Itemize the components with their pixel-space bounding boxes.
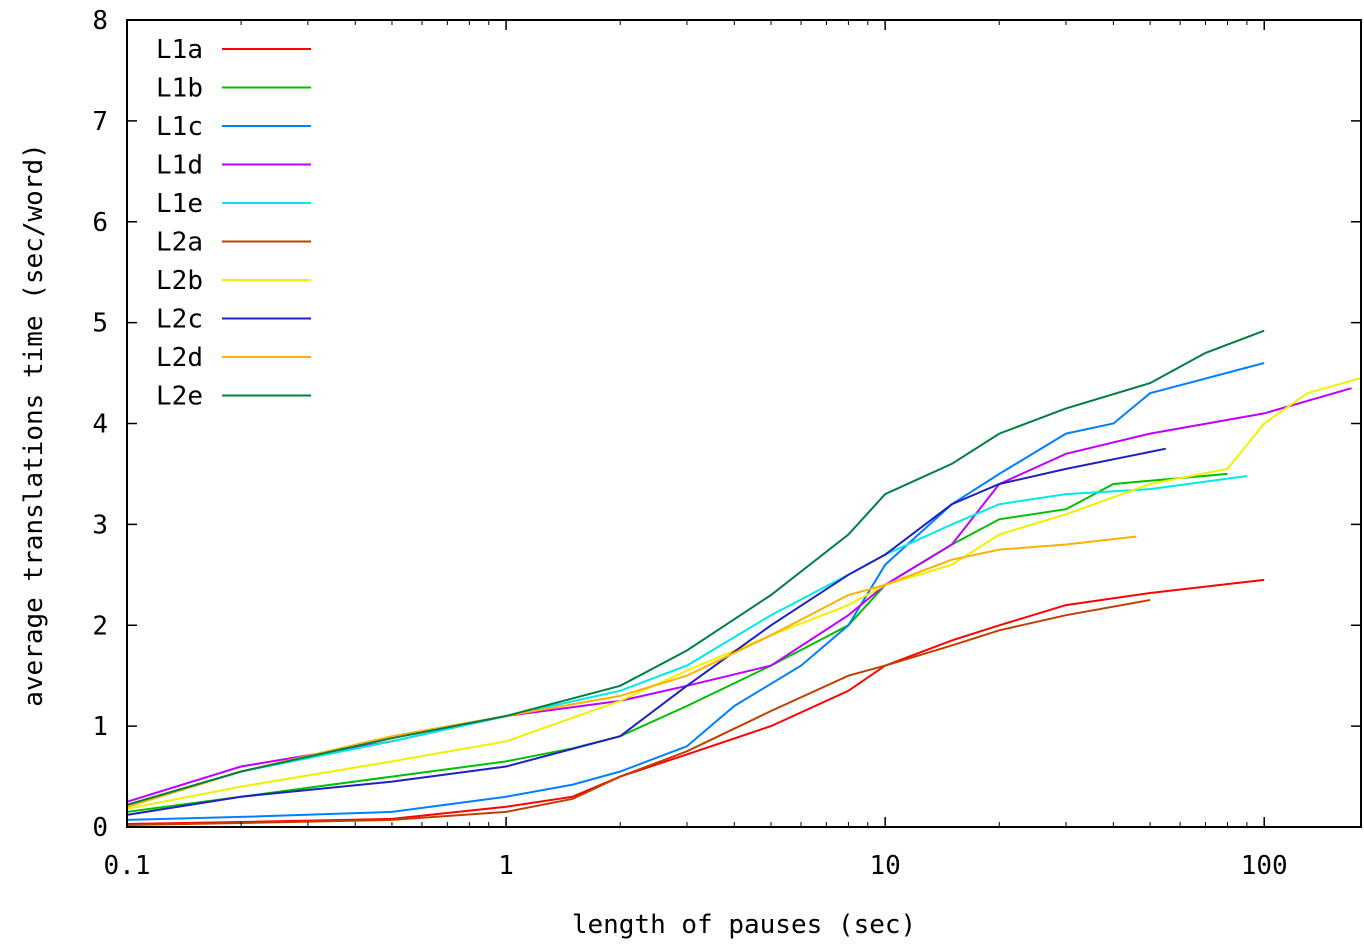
series-line-l1e <box>126 475 1248 808</box>
x-tick-label: 10 <box>869 851 900 881</box>
legend-item-l2b: L2b <box>156 266 311 296</box>
legend-label: L1d <box>156 151 203 181</box>
legend-label: L1a <box>156 35 203 65</box>
series-line-l1a <box>126 578 1265 825</box>
series-line-l1c <box>126 362 1265 821</box>
legend-item-l2d: L2d <box>156 343 311 373</box>
legend-label: L2d <box>156 343 203 373</box>
series-line-l2b <box>126 377 1362 810</box>
legend-label: L2e <box>156 382 203 412</box>
ticks-layer: 0.1 1 10 100 0 1 2 3 4 5 6 7 8 <box>92 6 1361 881</box>
legend-item-l1e: L1e <box>156 189 311 219</box>
y-tick-label: 4 <box>92 410 108 440</box>
legend-item-l1d: L1d <box>156 151 311 181</box>
y-tick-label: 1 <box>92 712 108 742</box>
series-layer <box>126 329 1362 826</box>
series-line-l2a <box>126 599 1151 826</box>
y-axis-label: average translations time (sec/word) <box>19 143 49 707</box>
plot-frame <box>126 19 1362 828</box>
series-line-l2e <box>126 329 1265 806</box>
x-tick-label: 1 <box>498 851 514 881</box>
x-axis-label: length of pauses (sec) <box>572 910 916 940</box>
legend: L1a L1b L1c L1d L1e L2a L2b L2c L2d L2e <box>156 35 311 412</box>
x-tick-label: 100 <box>1241 851 1288 881</box>
legend-item-l1a: L1a <box>156 35 311 65</box>
y-tick-label: 7 <box>92 107 108 137</box>
legend-label: L2a <box>156 228 203 258</box>
series-line-l2c <box>126 447 1166 816</box>
legend-item-l1b: L1b <box>156 74 311 104</box>
legend-item-l1c: L1c <box>156 112 311 142</box>
y-tick-label: 3 <box>92 510 108 540</box>
legend-label: L1c <box>156 112 203 142</box>
x-tick-label: 0.1 <box>104 851 151 881</box>
legend-item-l2c: L2c <box>156 305 311 335</box>
legend-label: L2b <box>156 266 203 296</box>
series-line-l2d <box>126 535 1137 808</box>
y-tick-label: 0 <box>92 813 108 843</box>
legend-item-l2a: L2a <box>156 228 311 258</box>
series-line-l1d <box>126 387 1352 803</box>
legend-item-l2e: L2e <box>156 382 311 412</box>
legend-label: L1b <box>156 74 203 104</box>
legend-label: L1e <box>156 189 203 219</box>
y-tick-label: 8 <box>92 6 108 36</box>
legend-label: L2c <box>156 305 203 335</box>
y-tick-label: 6 <box>92 208 108 238</box>
y-tick-label: 5 <box>92 309 108 339</box>
y-tick-label: 2 <box>92 611 108 641</box>
